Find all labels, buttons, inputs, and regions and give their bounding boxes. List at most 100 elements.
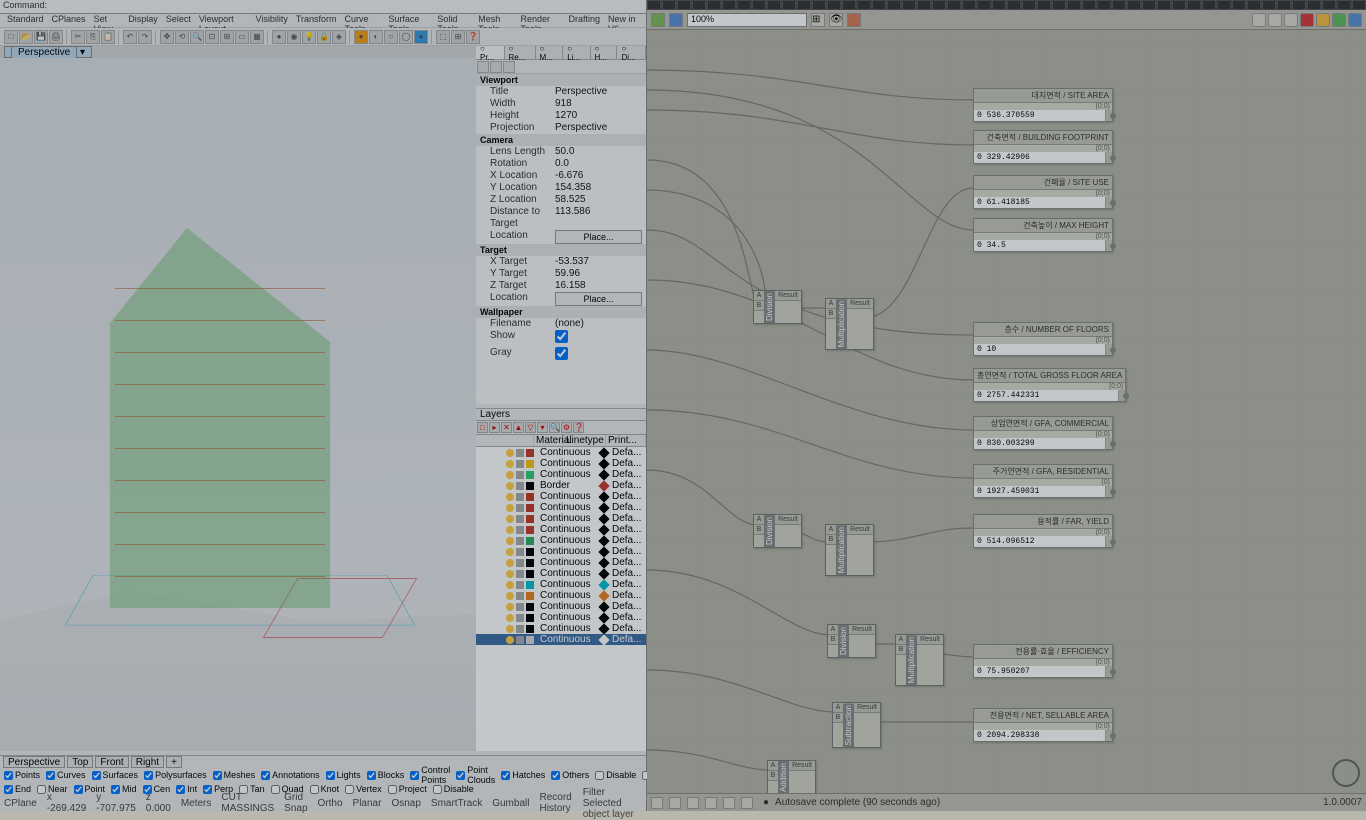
layer-row[interactable]: ContinuousDefa... bbox=[476, 612, 646, 623]
gray-check[interactable] bbox=[555, 347, 568, 360]
filter-annotations[interactable]: Annotations bbox=[261, 770, 320, 780]
gh-node-subtraction[interactable]: ABSubtractionResult bbox=[832, 702, 881, 748]
perspective-tab[interactable]: Perspective ▾ bbox=[4, 46, 92, 58]
gh-panel[interactable]: 주거연면적 / GFA, RESIDENTIAL{0}0 1927.459031 bbox=[973, 464, 1113, 498]
filter-meshes[interactable]: Meshes bbox=[213, 770, 256, 780]
ribbon-icon[interactable] bbox=[947, 0, 961, 10]
ribbon-icon[interactable] bbox=[1022, 0, 1036, 10]
layer-row[interactable]: ContinuousDefa... bbox=[476, 502, 646, 513]
filter-curves[interactable]: Curves bbox=[46, 770, 86, 780]
lp-f2-icon[interactable]: 🔍 bbox=[549, 422, 560, 433]
view-tab-right[interactable]: Right bbox=[131, 756, 164, 768]
ribbon-icon[interactable] bbox=[917, 0, 931, 10]
layer-row[interactable]: ContinuousDefa... bbox=[476, 447, 646, 458]
c1-icon[interactable]: ● bbox=[354, 30, 368, 44]
filter-surfaces[interactable]: Surfaces bbox=[92, 770, 139, 780]
filter-control-points[interactable]: Control Points bbox=[410, 765, 450, 785]
undo-icon[interactable]: ↶ bbox=[123, 30, 137, 44]
menu-display[interactable]: Display bbox=[125, 14, 161, 27]
gh-r6-icon[interactable] bbox=[1332, 13, 1346, 27]
gh-open-icon[interactable] bbox=[651, 13, 665, 27]
gh-sb5-icon[interactable] bbox=[723, 797, 735, 809]
status-item[interactable]: Meters bbox=[181, 798, 212, 809]
ribbon-icon[interactable] bbox=[1202, 0, 1216, 10]
gh-eye-icon[interactable]: 👁 bbox=[829, 13, 843, 27]
ribbon-icon[interactable] bbox=[767, 0, 781, 10]
panel-tab-2[interactable]: ○ M... bbox=[536, 46, 564, 59]
t2-icon[interactable]: ⊞ bbox=[451, 30, 465, 44]
ribbon-icon[interactable] bbox=[722, 0, 736, 10]
gh-save-icon[interactable] bbox=[669, 13, 683, 27]
gh-panel[interactable]: 상업연면적 / GFA, COMMERCIAL{0;0}0 830.003299 bbox=[973, 416, 1113, 450]
gh-sb3-icon[interactable] bbox=[687, 797, 699, 809]
save-icon[interactable]: 💾 bbox=[34, 30, 48, 44]
ribbon-icon[interactable] bbox=[1142, 0, 1156, 10]
light-icon[interactable]: 💡 bbox=[302, 30, 316, 44]
status-item[interactable]: Ortho bbox=[318, 798, 343, 809]
new-icon[interactable]: □ bbox=[4, 30, 18, 44]
layer-row[interactable]: ContinuousDefa... bbox=[476, 568, 646, 579]
ribbon-icon[interactable] bbox=[1007, 0, 1021, 10]
render-icon[interactable]: ◉ bbox=[287, 30, 301, 44]
ribbon-icon[interactable] bbox=[1067, 0, 1081, 10]
ribbon-icon[interactable] bbox=[1217, 0, 1231, 10]
zoom-display[interactable]: 100% bbox=[687, 13, 807, 27]
status-item[interactable]: Filter Selected object layer bbox=[583, 787, 642, 820]
ribbon-icon[interactable] bbox=[887, 0, 901, 10]
gh-node-addition[interactable]: ABAdditionResult bbox=[767, 760, 816, 793]
layer-row[interactable]: ContinuousDefa... bbox=[476, 557, 646, 568]
props-obj-icon[interactable] bbox=[477, 61, 489, 73]
menu-set-view[interactable]: Set View bbox=[91, 14, 124, 27]
lp-f1-icon[interactable]: ▾ bbox=[537, 422, 548, 433]
ribbon-icon[interactable] bbox=[1127, 0, 1141, 10]
layer-icon[interactable]: ◈ bbox=[332, 30, 346, 44]
menu-cplanes[interactable]: CPlanes bbox=[49, 14, 89, 27]
lp-new-icon[interactable]: □ bbox=[477, 422, 488, 433]
ribbon-icon[interactable] bbox=[812, 0, 826, 10]
panel-tab-5[interactable]: ○ Di... bbox=[617, 46, 646, 59]
ribbon-icon[interactable] bbox=[1247, 0, 1261, 10]
zoom-icon[interactable]: 🔍 bbox=[190, 30, 204, 44]
gh-panel[interactable]: 용적률 / FAR, YIELD{0;0}0 514.096512 bbox=[973, 514, 1113, 548]
status-item[interactable]: Osnap bbox=[391, 798, 420, 809]
paste-icon[interactable]: 📋 bbox=[101, 30, 115, 44]
place-target-button[interactable]: Place... bbox=[555, 292, 642, 306]
filter-hatches[interactable]: Hatches bbox=[501, 770, 545, 780]
c5-icon[interactable]: ● bbox=[414, 30, 428, 44]
layer-row[interactable]: ContinuousDefa... bbox=[476, 579, 646, 590]
gh-panel[interactable]: 총연면적 / TOTAL GROSS FLOOR AREA{0;0}0 2757… bbox=[973, 368, 1126, 402]
ribbon-icon[interactable] bbox=[1157, 0, 1171, 10]
ribbon-icon[interactable] bbox=[707, 0, 721, 10]
menu-mesh-tools[interactable]: Mesh Tools bbox=[475, 14, 515, 27]
zoom-sel-icon[interactable]: ⊞ bbox=[220, 30, 234, 44]
ribbon-icon[interactable] bbox=[1037, 0, 1051, 10]
gh-sketch-icon[interactable] bbox=[847, 13, 861, 27]
menu-visibility[interactable]: Visibility bbox=[253, 14, 291, 27]
gh-r4-icon[interactable] bbox=[1300, 13, 1314, 27]
layer-row[interactable]: BorderDefa... bbox=[476, 480, 646, 491]
ribbon-icon[interactable] bbox=[872, 0, 886, 10]
ribbon-icon[interactable] bbox=[902, 0, 916, 10]
menu-solid-tools[interactable]: Solid Tools bbox=[434, 14, 473, 27]
ribbon-icon[interactable] bbox=[1352, 0, 1366, 10]
menu-transform[interactable]: Transform bbox=[293, 14, 340, 27]
lock-icon[interactable]: 🔒 bbox=[317, 30, 331, 44]
ribbon-icon[interactable] bbox=[737, 0, 751, 10]
layer-row[interactable]: ContinuousDefa... bbox=[476, 458, 646, 469]
props-mat-icon[interactable] bbox=[490, 61, 502, 73]
sel2-icon[interactable]: ▦ bbox=[250, 30, 264, 44]
ribbon-icon[interactable] bbox=[962, 0, 976, 10]
zoom-ext-icon[interactable]: ⊡ bbox=[205, 30, 219, 44]
lp-f4-icon[interactable]: ❓ bbox=[573, 422, 584, 433]
ribbon-icon[interactable] bbox=[1172, 0, 1186, 10]
filter-lights[interactable]: Lights bbox=[326, 770, 361, 780]
pan-icon[interactable]: ✥ bbox=[160, 30, 174, 44]
ribbon-icon[interactable] bbox=[662, 0, 676, 10]
ribbon-icon[interactable] bbox=[677, 0, 691, 10]
layer-row[interactable]: ContinuousDefa... bbox=[476, 601, 646, 612]
gh-nav-icon[interactable]: ⊞ bbox=[811, 13, 825, 27]
osnap-end[interactable]: End bbox=[4, 784, 31, 794]
menu-drafting[interactable]: Drafting bbox=[565, 14, 603, 27]
gh-node-multiplication[interactable]: ABMultiplicationResult bbox=[825, 524, 874, 576]
open-icon[interactable]: 📂 bbox=[19, 30, 33, 44]
